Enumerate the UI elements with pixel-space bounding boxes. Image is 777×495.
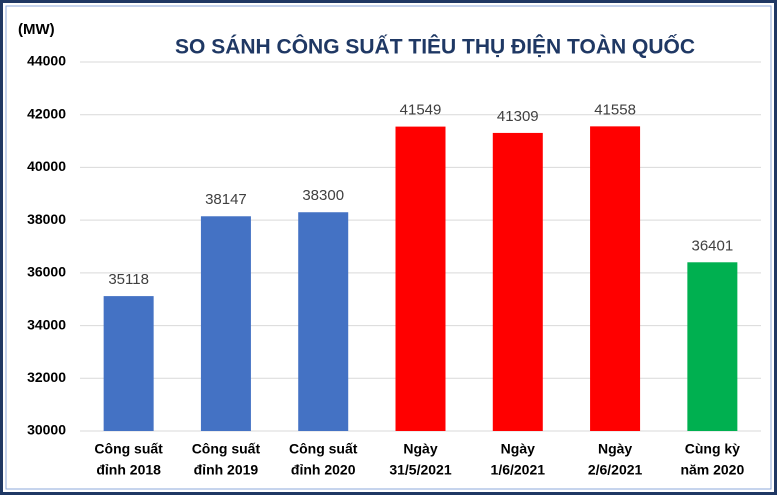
value-label: 35118 [108,271,149,288]
value-label: 38147 [205,191,247,208]
y-axis-label: (MW) [18,21,55,38]
bar [298,212,349,431]
x-tick-label: đỉnh 2018 [96,462,161,478]
bar [687,262,738,431]
value-label: 41549 [400,102,442,119]
y-tick-label: 30000 [27,422,66,438]
bar [590,126,641,432]
x-tick-label: Ngày [403,441,437,457]
x-tick-label: năm 2020 [680,462,744,478]
x-tick-label: đỉnh 2019 [194,462,259,478]
y-tick-label: 38000 [27,211,66,227]
bar [395,126,446,432]
x-tick-label: đỉnh 2020 [291,462,356,478]
value-label: 41558 [594,101,636,118]
value-label: 38300 [302,187,344,204]
x-tick-label: 1/6/2021 [491,462,546,478]
inner-frame [5,5,772,490]
y-tick-label: 36000 [27,264,66,280]
y-tick-label: 40000 [27,158,66,174]
x-tick-label: Cùng kỳ [685,441,740,457]
bar [103,296,154,431]
y-tick-label: 44000 [27,53,66,69]
bar [492,132,543,432]
x-tick-label: Công suất [192,441,261,457]
x-tick-label: Công suất [289,441,358,457]
value-label: 41309 [497,108,539,125]
y-tick-label: 32000 [27,369,66,385]
y-tick-label: 42000 [27,105,66,121]
x-tick-label: Công suất [94,441,163,457]
x-tick-label: Ngày [501,441,535,457]
x-tick-label: Ngày [598,441,632,457]
chart-title: SO SÁNH CÔNG SUẤT TIÊU THỤ ĐIỆN TOÀN QUỐ… [175,35,695,59]
bar [200,216,251,431]
x-tick-label: 31/5/2021 [389,462,451,478]
value-label: 36401 [691,237,733,254]
y-tick-label: 34000 [27,316,66,332]
x-tick-label: 2/6/2021 [588,462,643,478]
